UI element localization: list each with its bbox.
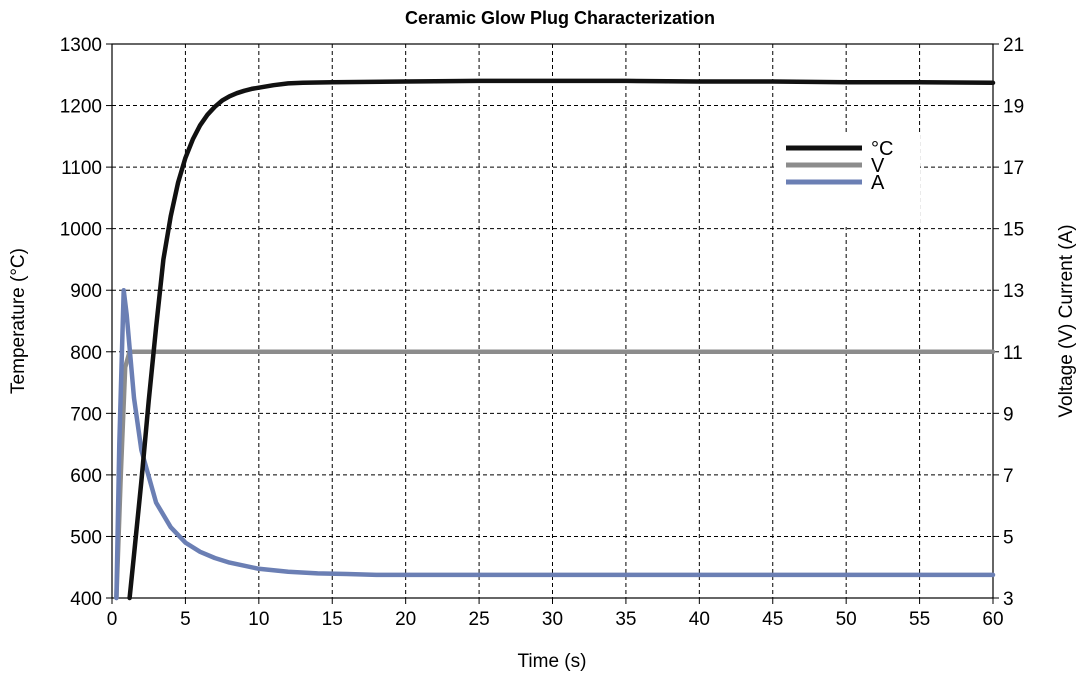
x-tick-label: 55 (909, 609, 930, 630)
y-tick-label: 900 (70, 281, 102, 302)
axis-ticks: 0 5 10 15 20 25 30 35 40 45 50 55 604005006007008009… (60, 35, 1024, 630)
y-tick-label: 800 (70, 343, 102, 364)
y2-tick-label: 19 (1003, 97, 1024, 118)
x-tick-label: 5 (180, 609, 191, 630)
x-tick-label: 45 (762, 609, 783, 630)
y-tick-label: 1000 (60, 220, 102, 241)
series-line-temperature (127, 78, 996, 601)
legend-label-temperature: °C (871, 138, 893, 160)
x-tick-label: 35 (615, 609, 636, 630)
chart-title: Ceramic Glow Plug Characterization (405, 8, 715, 28)
series-lines (114, 78, 996, 601)
series-line-current (114, 287, 996, 601)
y-tick-label: 600 (70, 466, 102, 487)
y-tick-label: 700 (70, 404, 102, 425)
x-tick-label: 15 (322, 609, 343, 630)
y2-tick-label: 21 (1003, 35, 1024, 56)
y-tick-label: 1200 (60, 97, 102, 118)
legend: °CVA (775, 132, 920, 227)
y2-tick-label: 13 (1003, 281, 1024, 302)
y2-tick-label: 17 (1003, 158, 1024, 179)
y-tick-label: 400 (70, 589, 102, 610)
x-tick-label: 20 (395, 609, 416, 630)
y2-tick-label: 15 (1003, 220, 1024, 241)
x-axis-label: Time (s) (518, 651, 587, 672)
y2-tick-label: 9 (1003, 404, 1014, 425)
y2-axis-label: Voltage (V) Current (A) (1056, 224, 1077, 417)
y-axis-label: Temperature (°C) (8, 248, 29, 394)
legend-label-current: A (871, 172, 885, 194)
legend-label-voltage: V (871, 155, 885, 177)
x-tick-label: 0 (107, 609, 118, 630)
y2-tick-label: 11 (1003, 343, 1023, 364)
y-tick-label: 500 (70, 527, 102, 548)
y2-tick-label: 3 (1003, 589, 1014, 610)
y-tick-label: 1100 (61, 158, 102, 179)
x-tick-label: 50 (836, 609, 857, 630)
x-tick-label: 40 (689, 609, 710, 630)
x-tick-label: 25 (469, 609, 490, 630)
grid-lines (112, 44, 993, 598)
y2-tick-label: 7 (1003, 466, 1014, 487)
y-tick-label: 1300 (60, 35, 102, 56)
y2-tick-label: 5 (1003, 527, 1014, 548)
x-tick-label: 10 (248, 609, 269, 630)
x-tick-label: 30 (542, 609, 563, 630)
x-tick-label: 60 (982, 609, 1003, 630)
